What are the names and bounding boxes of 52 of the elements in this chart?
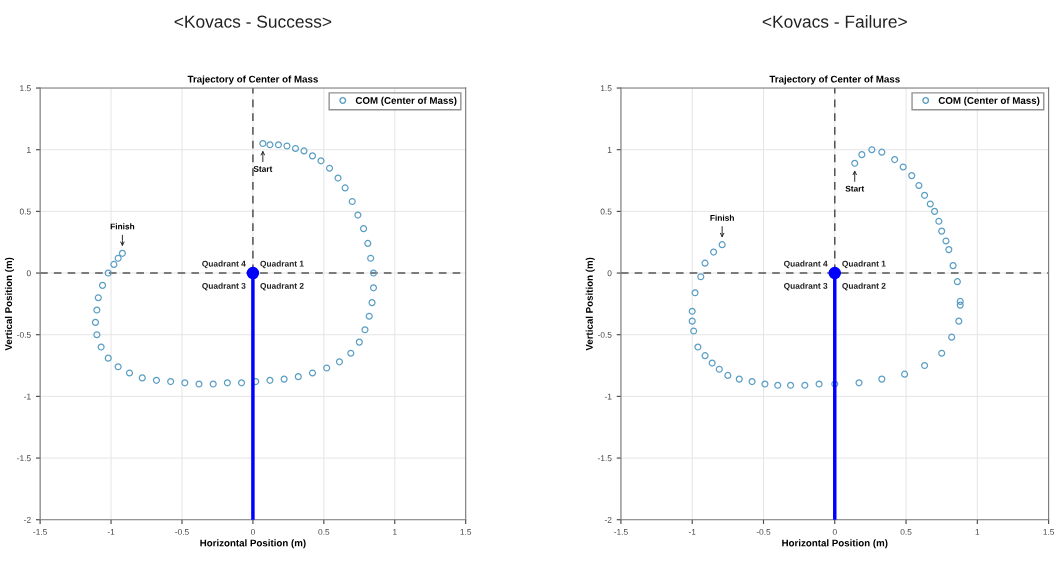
x-tick-label: 1: [975, 529, 980, 535]
x-axis-title: Horizontal Position (m): [782, 539, 888, 549]
y-tick-label: 0.5: [600, 208, 612, 215]
x-tick-label: 0: [832, 528, 837, 535]
x-tick-label: -0.5: [756, 528, 771, 535]
chart-subtitle: Trajectory of Center of Mass: [769, 75, 900, 85]
y-tick-label: -1: [604, 393, 612, 400]
y-tick-label: -0.5: [17, 331, 31, 338]
annotation: Quadrant 3: [202, 282, 246, 291]
y-axis-title: Vertical Position (m): [585, 257, 595, 351]
y-tick-label: 0: [607, 270, 612, 277]
x-tick-label: -0.5: [175, 528, 189, 535]
annotation: Start: [845, 185, 865, 192]
annotation: Start: [253, 165, 273, 172]
annotation: Quadrant 4: [784, 260, 828, 269]
x-tick-label: -1.5: [614, 529, 628, 535]
x-tick-label: 1.5: [460, 529, 472, 535]
annotation: Quadrant 4: [202, 260, 246, 269]
legend-label: COM (Center of Mass): [355, 96, 457, 106]
annotation: Finish: [110, 223, 135, 230]
y-tick-label: -1.5: [597, 455, 612, 462]
y-tick-label: -0.5: [597, 331, 612, 338]
chart-subtitle: Trajectory of Center of Mass: [187, 75, 318, 85]
annotation: Quadrant 1: [260, 260, 304, 269]
x-tick-label: 1.5: [1043, 529, 1055, 535]
x-tick-label: 0.5: [318, 528, 330, 535]
annotation: Quadrant 2: [260, 282, 304, 291]
y-tick-label: 1: [607, 147, 612, 153]
annotation: Quadrant 1: [842, 260, 886, 269]
chart-title: <Kovacs - Success>: [174, 15, 332, 28]
x-tick-label: -1: [107, 529, 115, 535]
annotation: Finish: [710, 214, 734, 221]
y-axis-title: Vertical Position (m): [4, 257, 14, 351]
y-tick-label: -1.5: [17, 455, 31, 462]
x-tick-label: -1: [688, 529, 696, 535]
y-tick-label: 0.5: [19, 208, 31, 215]
x-tick-label: -1.5: [33, 529, 47, 535]
y-tick-label: -2: [604, 516, 612, 523]
x-tick-label: 1: [393, 529, 397, 535]
y-tick-label: 1.5: [20, 85, 31, 92]
annotation: Quadrant 2: [842, 282, 886, 291]
x-tick-label: 0.5: [900, 528, 912, 535]
x-tick-label: 0: [250, 528, 255, 535]
y-tick-label: -1: [24, 393, 31, 400]
x-axis-title: Horizontal Position (m): [200, 539, 306, 549]
legend-label: COM (Center of Mass): [938, 96, 1040, 106]
chart-title: <Kovacs - Failure>: [762, 15, 907, 28]
annotation: Quadrant 3: [784, 282, 828, 291]
y-tick-label: 1: [27, 147, 31, 153]
y-tick-label: 0: [26, 270, 31, 277]
y-tick-label: 1.5: [600, 85, 612, 92]
y-tick-label: -2: [24, 516, 31, 523]
